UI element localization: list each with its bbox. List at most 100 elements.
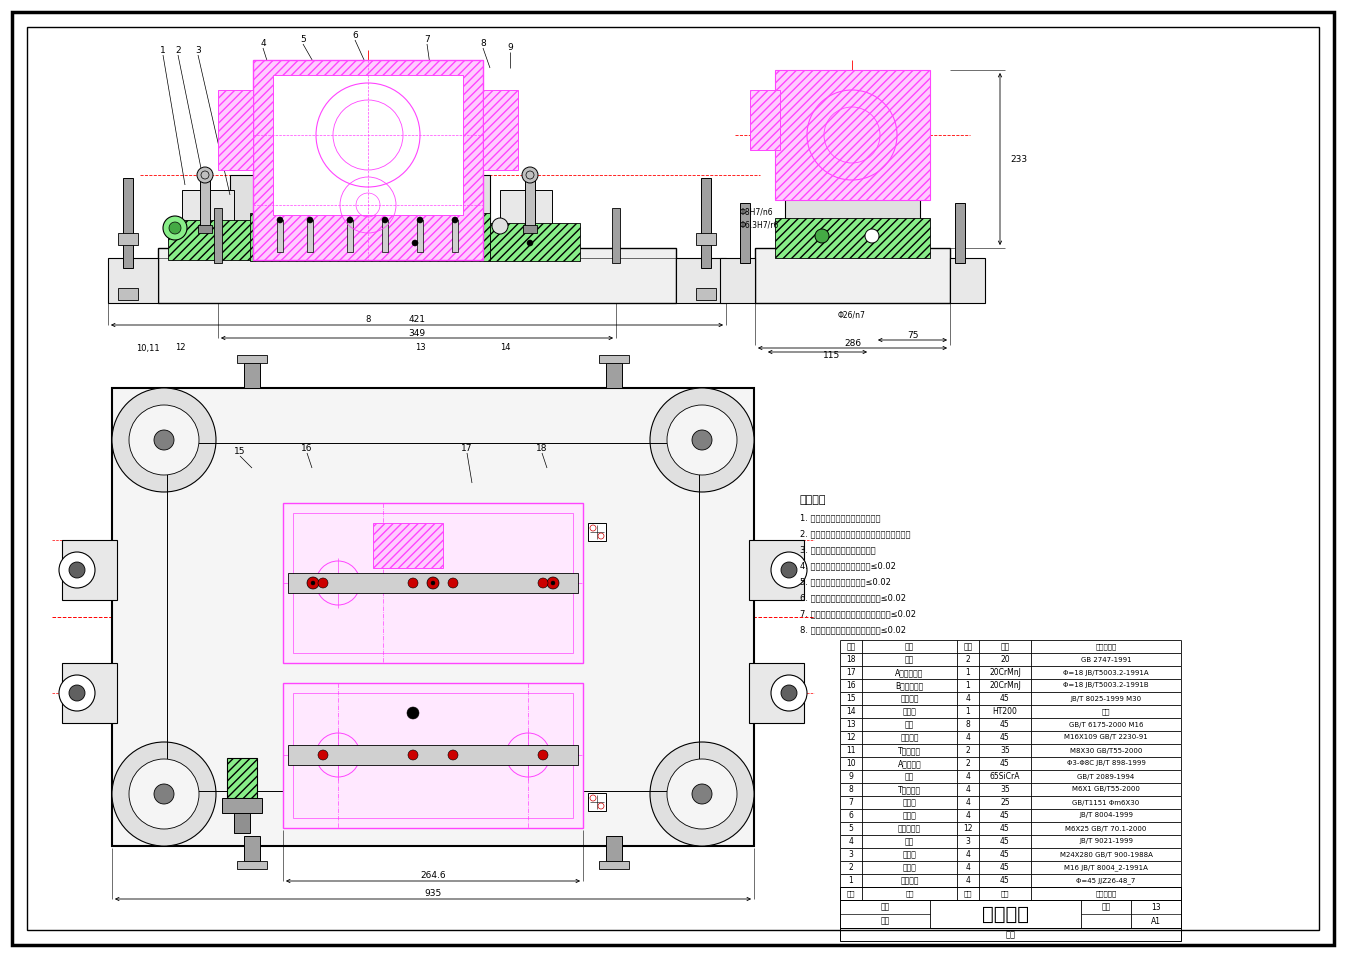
Bar xyxy=(307,220,314,252)
Text: 材料: 材料 xyxy=(1000,642,1010,651)
Circle shape xyxy=(448,750,458,760)
Bar xyxy=(599,355,629,363)
Text: 4: 4 xyxy=(965,772,970,781)
Text: 偏心轮: 偏心轮 xyxy=(903,863,917,872)
Circle shape xyxy=(307,577,319,589)
Circle shape xyxy=(865,229,879,243)
Bar xyxy=(112,388,754,846)
Circle shape xyxy=(69,562,85,578)
Text: 名称: 名称 xyxy=(905,642,914,651)
Text: 1: 1 xyxy=(160,46,166,55)
Text: 13: 13 xyxy=(847,720,856,729)
Circle shape xyxy=(448,578,458,588)
Circle shape xyxy=(318,578,328,588)
Text: M6X1 GB/T55-2000: M6X1 GB/T55-2000 xyxy=(1071,787,1140,792)
Circle shape xyxy=(59,552,96,588)
Bar xyxy=(373,523,443,568)
Bar xyxy=(775,70,930,200)
Bar xyxy=(840,928,1180,941)
Text: 2: 2 xyxy=(175,46,180,55)
Text: 1: 1 xyxy=(848,876,853,885)
Bar xyxy=(230,175,490,250)
Text: JB/T 9021-1999: JB/T 9021-1999 xyxy=(1079,838,1133,844)
Circle shape xyxy=(382,217,388,223)
Text: 4: 4 xyxy=(965,733,970,742)
Text: 内六角螺钉: 内六角螺钉 xyxy=(898,824,921,833)
Bar xyxy=(525,180,534,230)
Text: 14: 14 xyxy=(847,707,856,716)
Circle shape xyxy=(781,685,797,701)
Bar xyxy=(293,693,573,818)
Text: 名称: 名称 xyxy=(906,890,914,897)
Circle shape xyxy=(668,759,738,829)
Circle shape xyxy=(546,577,559,589)
Text: 8: 8 xyxy=(365,316,370,324)
Text: 13: 13 xyxy=(415,344,425,352)
Text: 审核: 审核 xyxy=(880,917,890,925)
Bar xyxy=(122,178,133,268)
Text: 螺母: 螺母 xyxy=(905,720,914,729)
Text: Φ=18 JB/T5003.2-1991A: Φ=18 JB/T5003.2-1991A xyxy=(1063,670,1149,676)
Bar xyxy=(606,836,622,861)
Text: 115: 115 xyxy=(824,350,841,360)
Bar xyxy=(227,758,257,798)
Bar xyxy=(417,220,423,252)
Bar xyxy=(244,363,260,388)
Text: M6X25 GB/T 70.1-2000: M6X25 GB/T 70.1-2000 xyxy=(1065,826,1147,832)
Text: 4. 支承板与定位件平面度误差≤0.02: 4. 支承板与定位件平面度误差≤0.02 xyxy=(800,562,896,570)
Circle shape xyxy=(277,217,283,223)
Bar xyxy=(612,208,621,263)
Circle shape xyxy=(112,388,215,492)
Text: 3: 3 xyxy=(848,850,853,859)
Circle shape xyxy=(59,675,96,711)
Bar xyxy=(288,573,577,593)
Text: 16: 16 xyxy=(847,681,856,690)
Text: 18: 18 xyxy=(536,444,548,453)
Bar xyxy=(244,836,260,861)
Bar xyxy=(588,523,606,541)
Text: 45: 45 xyxy=(1000,863,1010,872)
Text: 设计: 设计 xyxy=(880,902,890,911)
Text: 20CrMnJ: 20CrMnJ xyxy=(989,681,1020,690)
Text: 4: 4 xyxy=(848,837,853,846)
Text: 1: 1 xyxy=(965,681,970,690)
Circle shape xyxy=(522,167,538,183)
Text: 8. 对刀块定位面与夹具体平面误差≤0.02: 8. 对刀块定位面与夹具体平面误差≤0.02 xyxy=(800,626,906,634)
Text: Φ8H7/n6: Φ8H7/n6 xyxy=(740,208,774,216)
Text: 45: 45 xyxy=(1000,720,1010,729)
Bar xyxy=(250,213,490,261)
Text: 5: 5 xyxy=(848,824,853,833)
Text: 421: 421 xyxy=(408,316,425,324)
Bar xyxy=(950,258,985,303)
Text: B型压紧螺钉: B型压紧螺钉 xyxy=(895,681,923,690)
Circle shape xyxy=(452,217,458,223)
Text: 7: 7 xyxy=(848,798,853,807)
Text: 14: 14 xyxy=(499,344,510,352)
Text: T型槽螺栓: T型槽螺栓 xyxy=(898,785,921,794)
Text: M16 JB/T 8004_2-1991A: M16 JB/T 8004_2-1991A xyxy=(1065,864,1148,871)
Text: 6: 6 xyxy=(353,31,358,40)
Text: 图号: 图号 xyxy=(1101,902,1110,911)
Circle shape xyxy=(408,750,419,760)
Text: 15: 15 xyxy=(234,447,246,456)
Text: 9: 9 xyxy=(507,43,513,52)
Text: GB/T1151 Φm6X30: GB/T1151 Φm6X30 xyxy=(1073,799,1140,806)
Text: 3. 装配时不允许划伤、磕碰损坏: 3. 装配时不允许划伤、磕碰损坏 xyxy=(800,545,876,554)
Text: 349: 349 xyxy=(408,328,425,338)
Bar xyxy=(237,355,267,363)
Circle shape xyxy=(347,217,353,223)
Bar xyxy=(701,178,711,268)
Text: 序号: 序号 xyxy=(847,890,855,897)
Text: 2: 2 xyxy=(965,759,970,768)
Text: 标准或图号: 标准或图号 xyxy=(1096,643,1117,650)
Text: 2: 2 xyxy=(965,746,970,755)
Text: 3: 3 xyxy=(195,46,201,55)
Text: M24X280 GB/T 900-1988A: M24X280 GB/T 900-1988A xyxy=(1059,852,1152,857)
Text: 圆柱销: 圆柱销 xyxy=(903,850,917,859)
Text: 935: 935 xyxy=(424,889,441,899)
Circle shape xyxy=(318,750,328,760)
Bar xyxy=(452,220,458,252)
Text: 25: 25 xyxy=(1000,798,1010,807)
Text: GB 2747-1991: GB 2747-1991 xyxy=(1081,657,1131,662)
Text: 35: 35 xyxy=(1000,785,1010,794)
